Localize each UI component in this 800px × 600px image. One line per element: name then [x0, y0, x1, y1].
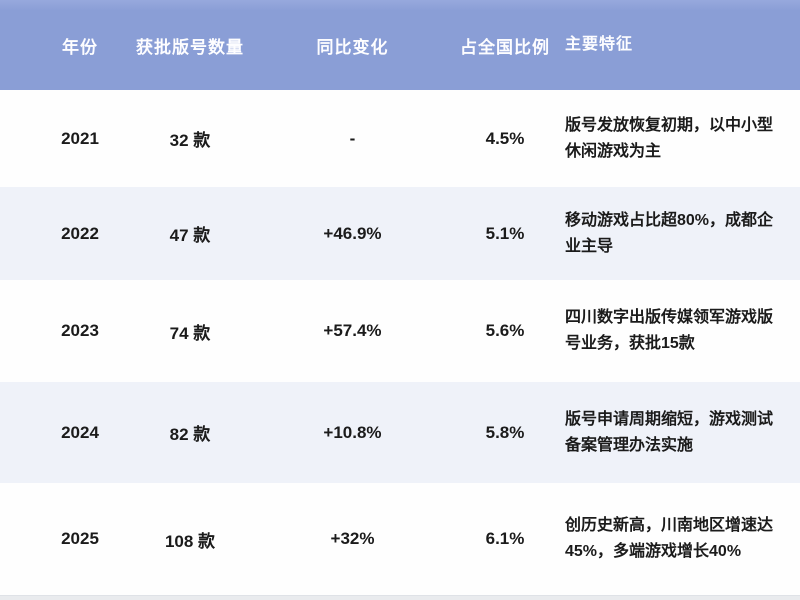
column-header-year: 年份 [62, 37, 98, 57]
cell-features: 四川数字出版传媒领军游戏版号业务，获批15款 [565, 309, 774, 352]
cell-year: 2023 [61, 321, 99, 340]
cell-share: 6.1% [485, 529, 525, 548]
cell-share: 5.1% [485, 223, 525, 243]
cell-yoy: +57.4% [323, 321, 382, 340]
cell-yoy: +32% [330, 529, 375, 548]
column-header-features: 主要特征 [565, 36, 634, 53]
cell-features: 版号发放恢复初期，以中小型休闲游戏为主 [565, 116, 774, 160]
cell-count: 32 款 [169, 131, 211, 150]
table-row: 2021 32 款 - 4.5% 版号发放恢复初期，以中小型休闲游戏为主 [0, 90, 800, 187]
cell-year: 2025 [61, 529, 99, 548]
table-row: 2022 47 款 +46.9% 5.1% 移动游戏占比超80%，成都企业主导 [0, 187, 800, 280]
cell-year: 2021 [61, 128, 99, 148]
table-row: 2024 82 款 +10.8% 5.8% 版号申请周期缩短，游戏测试备案管理办… [0, 382, 800, 483]
column-header-count: 获批版号数量 [136, 37, 244, 57]
table-row: 2025 108 款 +32% 6.1% 创历史新高，川南地区增速达45%，多端… [0, 483, 800, 595]
cell-count: 74 款 [169, 323, 211, 343]
cell-features: 移动游戏占比超80%，成都企业主导 [565, 211, 774, 255]
column-header-share: 占全国比例 [460, 37, 550, 57]
cell-features: 版号申请周期缩短，游戏测试备案管理办法实施 [565, 410, 774, 454]
cell-yoy: - [349, 128, 356, 148]
bottom-edge-strip [0, 595, 800, 600]
table-header-row: 年份 获批版号数量 同比变化 占全国比例 主要特征 [0, 0, 800, 90]
cell-yoy: +46.9% [323, 223, 382, 243]
cell-count: 47 款 [169, 226, 211, 245]
cell-count: 108 款 [164, 531, 216, 551]
cell-count: 82 款 [169, 425, 211, 444]
column-header-yoy: 同比变化 [316, 37, 389, 57]
cell-year: 2022 [61, 223, 99, 243]
table-row: 2023 74 款 +57.4% 5.6% 四川数字出版传媒领军游戏版号业务，获… [0, 280, 800, 382]
cell-yoy: +10.8% [323, 422, 382, 442]
cell-share: 5.6% [485, 321, 525, 340]
cell-share: 4.5% [485, 128, 525, 148]
cell-features: 创历史新高，川南地区增速达45%，多端游戏增长40% [565, 517, 774, 560]
cell-year: 2024 [61, 422, 99, 442]
cell-share: 5.8% [485, 422, 525, 442]
